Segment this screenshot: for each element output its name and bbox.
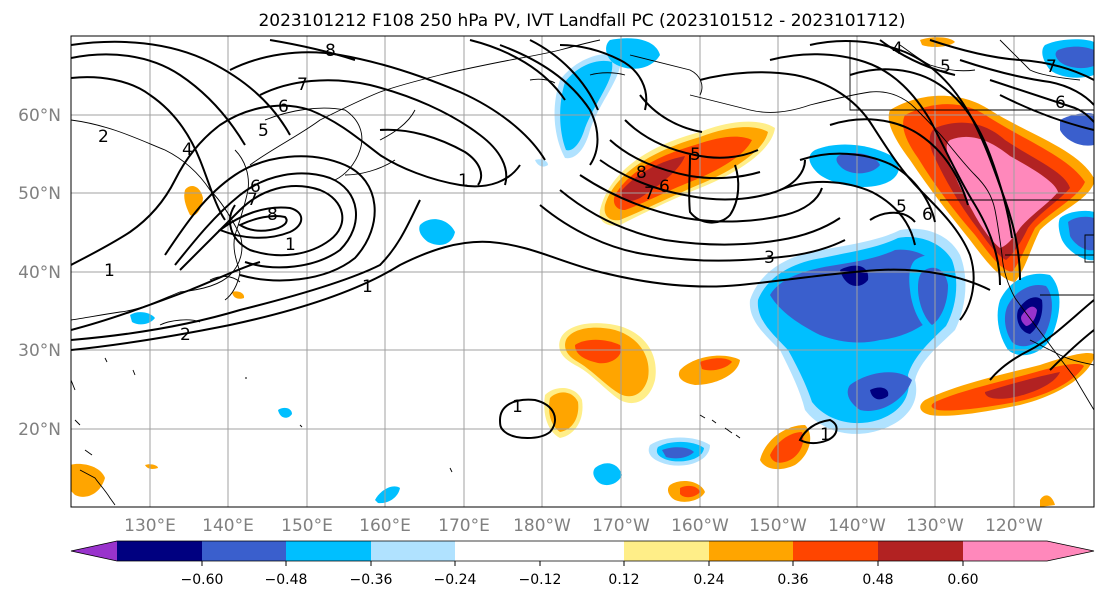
lat-label: 60°N — [18, 106, 61, 126]
latitude-labels: 20°N 30°N 40°N 50°N 60°N — [18, 106, 61, 440]
colorbar-segment — [117, 541, 202, 561]
contour-label: 1 — [820, 425, 831, 445]
lon-label: 150°E — [281, 516, 333, 536]
contour-label: 4 — [182, 140, 193, 160]
contour-label: 5 — [690, 145, 701, 165]
contour-label: 5 — [258, 121, 269, 141]
contour-label: 2 — [98, 127, 109, 147]
map-area: 8 7 6 5 4 2 8 7 6 1 1 1 2 1 1 8 7 6 5 3 … — [71, 36, 1094, 507]
contour-label: 6 — [250, 177, 261, 197]
lon-label: 160°E — [359, 516, 411, 536]
coastlines — [71, 39, 1094, 506]
colorbar-segment — [793, 541, 878, 561]
lat-label: 20°N — [18, 420, 61, 440]
colorbar-tick-label: 0.48 — [862, 572, 893, 588]
lon-label: 150°W — [749, 516, 807, 536]
longitude-labels: 130°E 140°E 150°E 160°E 170°E 180°W 170°… — [124, 516, 1043, 536]
colorbar-segment — [71, 541, 117, 561]
contour-label: 7 — [1046, 57, 1057, 77]
lon-label: 180°W — [513, 516, 571, 536]
contour-label: 8 — [325, 41, 336, 61]
lon-label: 130°E — [124, 516, 176, 536]
contour-label: 1 — [458, 171, 469, 191]
contour-label: 1 — [104, 261, 115, 281]
map-frame — [70, 35, 1095, 508]
contour-label: 8 — [267, 205, 278, 225]
colorbar-segment — [202, 541, 287, 561]
contour-label: 3 — [764, 248, 775, 268]
lat-label: 30°N — [18, 341, 61, 361]
contour-label: 7 — [644, 184, 655, 204]
colorbar-tick-label: 0.24 — [693, 572, 724, 588]
contour-label: 8 — [636, 163, 647, 183]
contour-label: 7 — [297, 75, 308, 95]
colorbar-segment — [455, 541, 540, 561]
lon-label: 170°W — [592, 516, 650, 536]
lon-label: 140°W — [828, 516, 886, 536]
colorbar-tick-label: 0.60 — [947, 572, 978, 588]
colorbar-tick-label: −0.12 — [519, 572, 562, 588]
colorbar-tick-label: −0.24 — [434, 572, 477, 588]
lon-label: 140°E — [202, 516, 254, 536]
contour-label: 1 — [512, 397, 523, 417]
contour-label: 1 — [362, 277, 373, 297]
colorbar-segment — [624, 541, 709, 561]
colorbar-segment — [709, 541, 794, 561]
lat-label: 50°N — [18, 184, 61, 204]
contour-labels: 8 7 6 5 4 2 8 7 6 1 1 1 2 1 1 8 7 6 5 3 … — [98, 39, 1066, 445]
contour-label: 5 — [940, 57, 951, 77]
contour-label: 1 — [285, 235, 296, 255]
colorbar-segment — [878, 541, 963, 561]
pv-contours — [71, 39, 1094, 444]
colorbar-tick-label: −0.60 — [181, 572, 224, 588]
colorbar: −0.60 −0.48 −0.36 −0.24 −0.12 0.12 0.24 … — [70, 540, 1095, 588]
contour-label: 6 — [278, 97, 289, 117]
lon-label: 170°E — [438, 516, 490, 536]
lat-label: 40°N — [18, 263, 61, 283]
lon-label: 130°W — [906, 516, 964, 536]
contour-label: 2 — [180, 325, 191, 345]
colorbar-segment — [371, 541, 456, 561]
colorbar-tick-label: −0.36 — [350, 572, 393, 588]
colorbar-tick-label: 0.36 — [777, 572, 808, 588]
colorbar-segment — [963, 541, 1094, 561]
map-title: 2023101212 F108 250 hPa PV, IVT Landfall… — [258, 11, 905, 31]
contour-label: 7 — [247, 190, 258, 210]
contour-label: 4 — [892, 39, 903, 59]
lon-label: 160°W — [671, 516, 729, 536]
colorbar-tick-label: 0.12 — [608, 572, 639, 588]
contour-label: 6 — [659, 177, 670, 197]
contour-label: 6 — [922, 205, 933, 225]
colorbar-outline — [70, 540, 1095, 562]
contour-label: 6 — [1055, 93, 1066, 113]
colorbar-segment — [540, 541, 625, 561]
lon-label: 120°W — [985, 516, 1043, 536]
colorbar-tick-label: −0.48 — [265, 572, 308, 588]
contour-label: 5 — [896, 197, 907, 217]
colorbar-segment — [286, 541, 371, 561]
